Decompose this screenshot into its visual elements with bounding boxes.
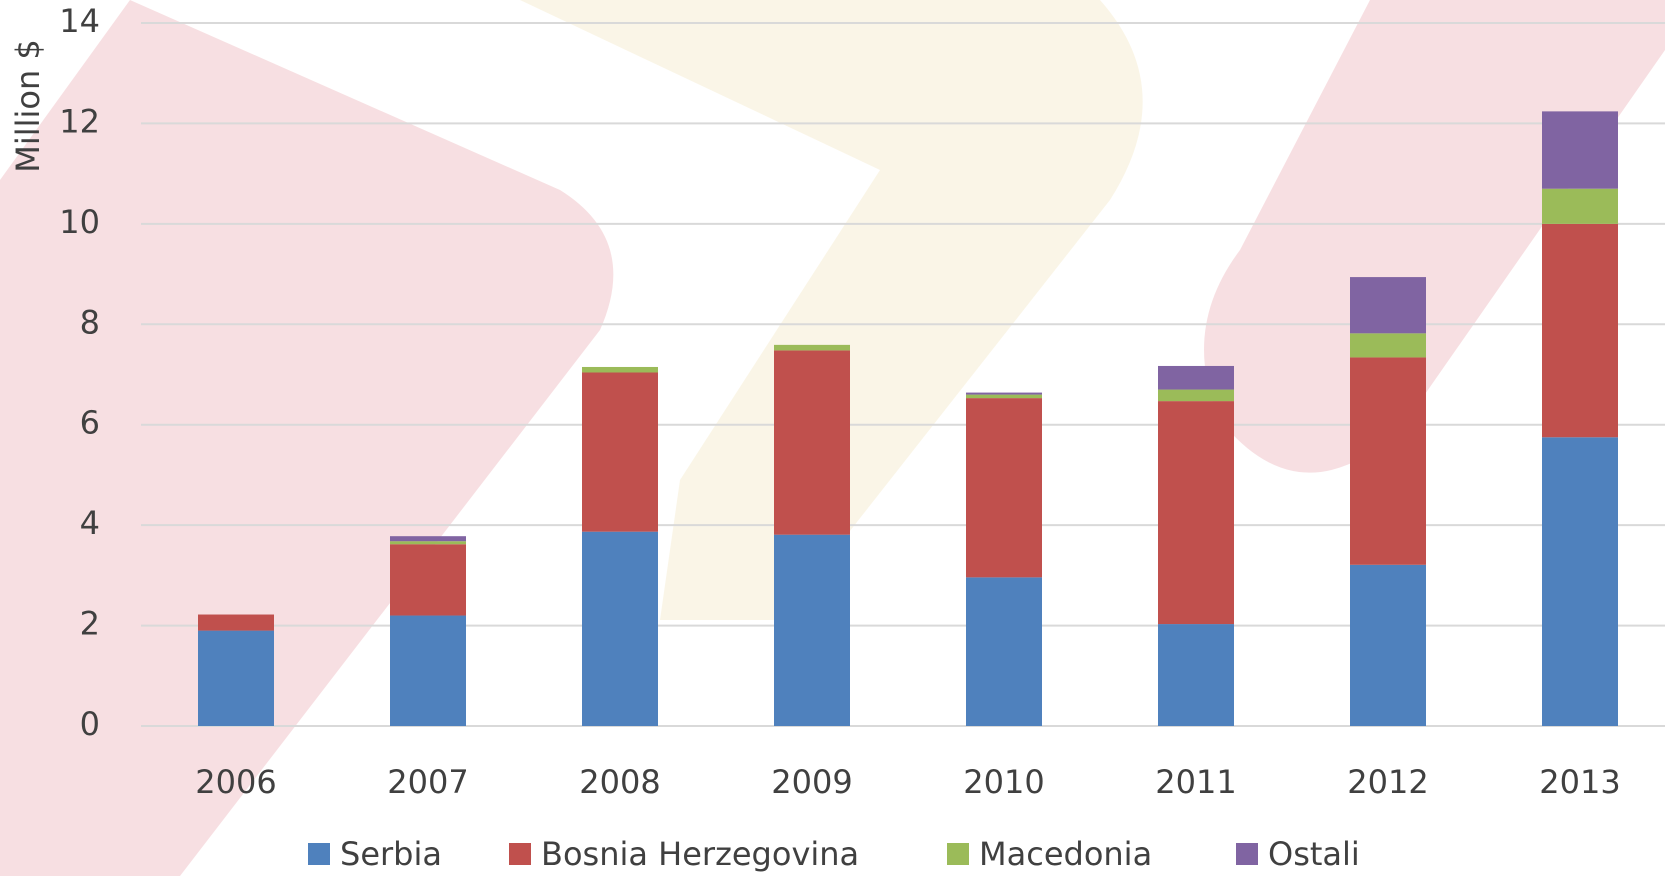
bar-segment xyxy=(1542,437,1618,726)
bar-segment xyxy=(1158,624,1234,726)
bar-segment xyxy=(390,544,466,616)
bar-segment xyxy=(1542,111,1618,189)
bar-segment xyxy=(1158,401,1234,625)
legend-swatch xyxy=(947,843,969,865)
bar-segment xyxy=(582,372,658,532)
y-axis-label: Million $ xyxy=(9,39,47,173)
x-tick-label: 2006 xyxy=(195,763,276,801)
bar-segment xyxy=(1542,188,1618,224)
y-tick-label: 2 xyxy=(80,605,100,643)
bar-segment xyxy=(390,536,466,542)
x-tick-label: 2013 xyxy=(1539,763,1620,801)
bar-segment xyxy=(390,615,466,726)
bar-segment xyxy=(582,531,658,726)
x-tick-label: 2008 xyxy=(579,763,660,801)
x-tick-label: 2011 xyxy=(1155,763,1236,801)
bar-segment xyxy=(1158,365,1234,390)
x-tick-label: 2010 xyxy=(963,763,1044,801)
bar-segment xyxy=(582,366,658,373)
x-tick-label: 2009 xyxy=(771,763,852,801)
bar-segment xyxy=(966,398,1042,578)
y-tick-label: 0 xyxy=(80,705,100,743)
y-tick-label: 6 xyxy=(80,404,100,442)
legend-swatch xyxy=(308,843,330,865)
bar-segment xyxy=(1350,564,1426,726)
bar-segment xyxy=(1158,389,1234,402)
bar-segment xyxy=(198,614,274,631)
y-tick-label: 14 xyxy=(59,2,100,40)
y-tick-label: 12 xyxy=(59,102,100,140)
y-tick-label: 4 xyxy=(80,504,100,542)
bar-segment xyxy=(390,541,466,545)
bar-segment xyxy=(1350,277,1426,334)
y-tick-label: 8 xyxy=(80,303,100,341)
bar-segment xyxy=(1350,357,1426,565)
legend-swatch xyxy=(509,843,531,865)
x-tick-label: 2007 xyxy=(387,763,468,801)
bar-segment xyxy=(1350,333,1426,358)
bar-segment xyxy=(198,630,274,726)
bar-segment xyxy=(774,344,850,351)
bar-segment xyxy=(966,394,1042,399)
legend-label: Ostali xyxy=(1268,835,1360,873)
legend-label: Bosnia Herzegovina xyxy=(541,835,859,873)
bar-segment xyxy=(1542,223,1618,438)
legend-swatch xyxy=(1236,843,1258,865)
bar-segment xyxy=(774,534,850,726)
legend-label: Serbia xyxy=(340,835,442,873)
y-tick-label: 10 xyxy=(59,203,100,241)
bar-segment xyxy=(966,392,1042,395)
x-tick-label: 2012 xyxy=(1347,763,1428,801)
legend-label: Macedonia xyxy=(979,835,1152,873)
bar-segment xyxy=(966,577,1042,726)
bar-segment xyxy=(774,350,850,535)
